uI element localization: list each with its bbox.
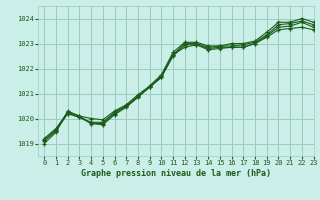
X-axis label: Graphe pression niveau de la mer (hPa): Graphe pression niveau de la mer (hPa) bbox=[81, 169, 271, 178]
